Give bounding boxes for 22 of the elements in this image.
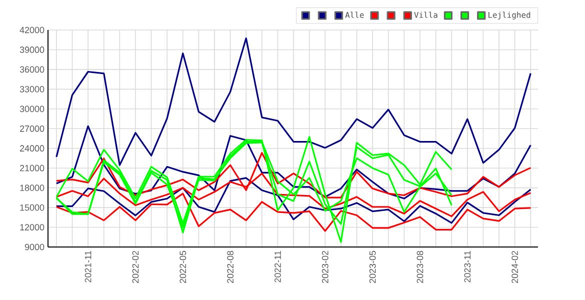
y-tick-label: 18000: [20, 184, 44, 191]
y-tick-label: 36000: [20, 66, 44, 73]
x-tick-label: 2022-11: [274, 250, 281, 282]
x-tick-label: 2022-08: [227, 250, 234, 283]
x-tick-label: 2021-11: [84, 250, 92, 282]
x-tick-label: 2022-02: [132, 250, 139, 283]
x-tick-label: 2023-11: [464, 250, 471, 282]
y-tick-label: 27000: [20, 125, 44, 132]
y-tick-label: 24000: [20, 145, 44, 152]
y-tick-label: 33000: [20, 86, 44, 92]
x-tick-label: 2022-05: [180, 250, 186, 283]
y-tick-label: 42000: [20, 26, 44, 34]
y-tick-label: 9000: [24, 244, 44, 250]
y-tick-label: 15000: [20, 204, 44, 211]
x-tick-label: 2023-08: [416, 250, 424, 283]
y-tick-label: 12000: [20, 224, 44, 230]
x-tick-label: 2024-02: [512, 250, 518, 283]
x-tick-label: 2023-02: [322, 250, 328, 283]
y-tick-label: 30000: [20, 106, 44, 112]
y-tick-label: 21000: [20, 164, 44, 172]
y-tick-label: 39000: [20, 46, 44, 53]
x-tick-label: 2023-05: [369, 250, 376, 283]
